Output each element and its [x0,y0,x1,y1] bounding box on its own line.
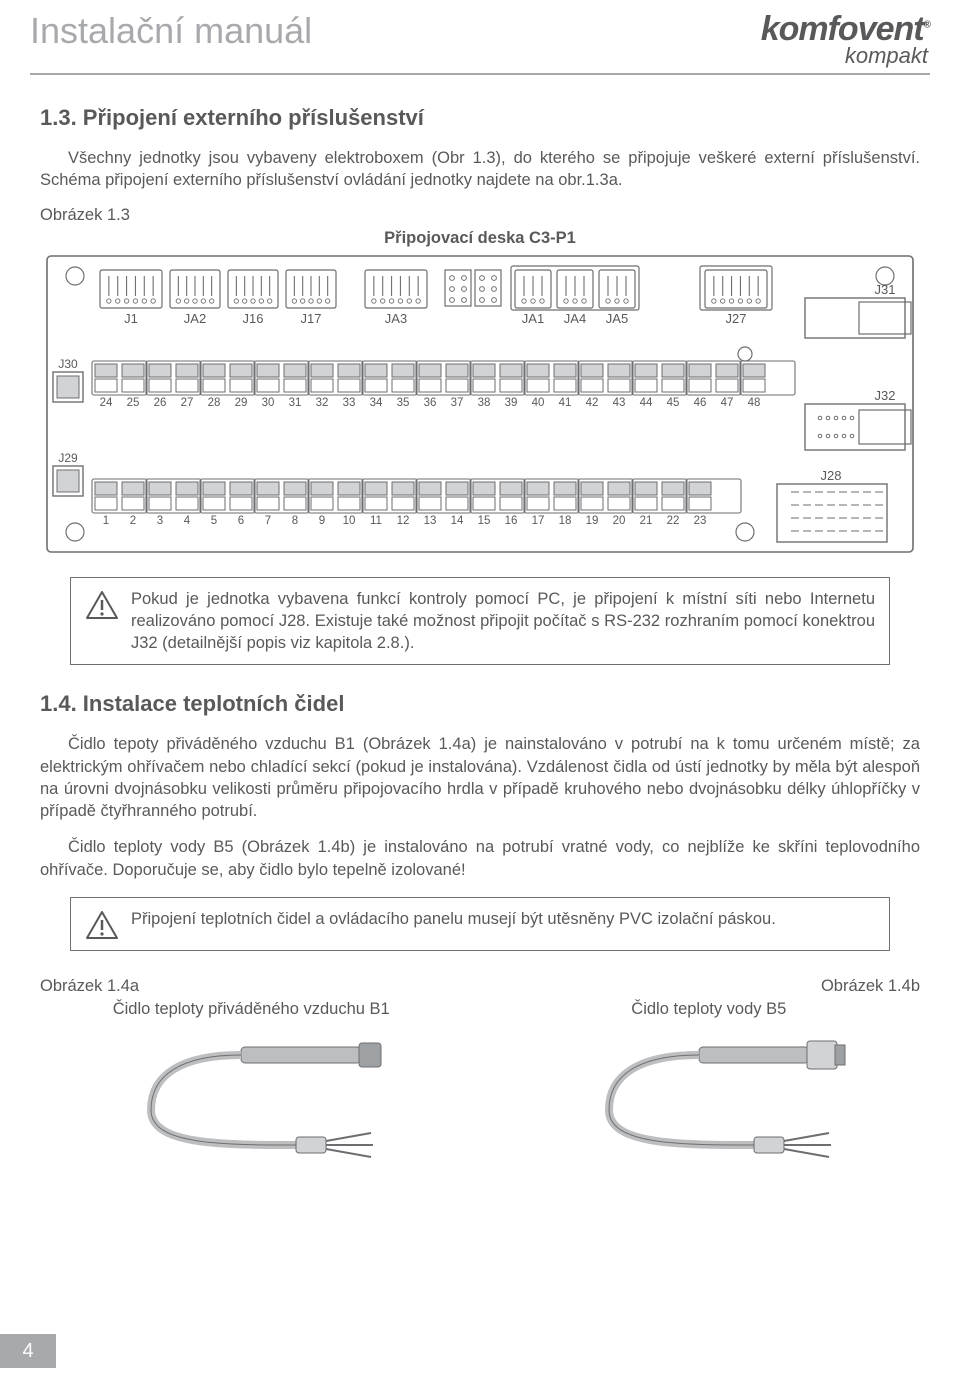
svg-text:4: 4 [184,515,191,527]
sensor-b1-icon [91,1025,411,1175]
fig-14a: Čidlo teploty přiváděného vzduchu B1 [40,1000,462,1175]
svg-text:37: 37 [451,397,464,409]
section-14-heading: 1.4. Instalace teplotních čidel [40,691,920,717]
svg-text:J27: J27 [726,311,747,326]
page-content: 1.3. Připojení externího příslušenství V… [0,75,960,1175]
doc-title: Instalační manuál [30,10,312,52]
svg-text:25: 25 [127,397,140,409]
svg-text:47: 47 [721,397,734,409]
fig-14b-label: Obrázek 1.4b [821,977,920,996]
svg-text:J32: J32 [875,388,896,403]
brand-logo: komfovent® kompakt [761,10,930,69]
svg-text:J1: J1 [124,311,138,326]
svg-text:38: 38 [478,397,491,409]
svg-text:10: 10 [343,515,356,527]
svg-text:46: 46 [694,397,707,409]
svg-text:1: 1 [103,515,109,527]
svg-text:28: 28 [208,397,221,409]
svg-text:23: 23 [694,515,707,527]
svg-text:12: 12 [397,515,410,527]
note-box-1: Pokud je jednotka vybavena funkcí kontro… [70,577,890,666]
svg-text:JA2: JA2 [184,311,206,326]
section-14-p2: Čidlo teploty vody B5 (Obrázek 1.4b) je … [40,836,920,881]
svg-text:40: 40 [532,397,545,409]
svg-text:21: 21 [640,515,653,527]
svg-text:8: 8 [292,515,298,527]
svg-text:31: 31 [289,397,302,409]
fig-14b-caption: Čidlo teploty vody B5 [498,1000,920,1019]
fig-13-title: Připojovací deska C3-P1 [40,229,920,248]
svg-text:J16: J16 [243,311,264,326]
svg-text:41: 41 [559,397,572,409]
svg-text:16: 16 [505,515,518,527]
svg-text:30: 30 [262,397,275,409]
fig-14-row: Čidlo teploty přiváděného vzduchu B1 Čid… [40,1000,920,1175]
svg-text:26: 26 [154,397,167,409]
svg-text:43: 43 [613,397,626,409]
svg-text:J31: J31 [875,282,896,297]
sensor-b5-icon [549,1025,869,1175]
fig-14a-label: Obrázek 1.4a [40,977,139,996]
svg-text:45: 45 [667,397,680,409]
fig-14-labels: Obrázek 1.4a Obrázek 1.4b [40,977,920,996]
fig-13-label: Obrázek 1.3 [40,206,920,225]
svg-text:5: 5 [211,515,217,527]
svg-text:44: 44 [640,397,653,409]
svg-text:27: 27 [181,397,194,409]
svg-text:17: 17 [532,515,545,527]
brand-main: komfovent [761,10,924,48]
svg-text:42: 42 [586,397,599,409]
svg-text:J30: J30 [58,357,78,371]
svg-text:11: 11 [370,515,382,527]
svg-text:6: 6 [238,515,244,527]
svg-text:JA5: JA5 [606,311,628,326]
svg-text:35: 35 [397,397,410,409]
svg-text:3: 3 [157,515,163,527]
note-box-2: Připojení teplotních čidel a ovládacího … [70,897,890,951]
svg-text:20: 20 [613,515,626,527]
warning-icon [85,590,119,620]
section-14-p1: Čidlo tepoty přiváděného vzduchu B1 (Obr… [40,733,920,822]
svg-text:JA1: JA1 [522,311,544,326]
svg-text:14: 14 [451,515,464,527]
svg-text:33: 33 [343,397,356,409]
note-2-text: Připojení teplotních čidel a ovládacího … [131,908,776,930]
svg-text:32: 32 [316,397,329,409]
page-header: Instalační manuál komfovent® kompakt [0,0,960,69]
fig-14a-caption: Čidlo teploty přiváděného vzduchu B1 [40,1000,462,1019]
svg-text:36: 36 [424,397,437,409]
board-diagram: J1 JA2 J16 J17 JA3 JA1 JA4 JA5 J27 J31 J32 J28 J30… [45,254,915,559]
svg-text:24: 24 [100,397,113,409]
svg-text:J29: J29 [58,451,78,465]
svg-text:29: 29 [235,397,248,409]
svg-text:34: 34 [370,397,383,409]
svg-text:JA3: JA3 [385,311,407,326]
svg-text:7: 7 [265,515,271,527]
page-number: 4 [0,1334,56,1368]
svg-text:15: 15 [478,515,491,527]
note-1-text: Pokud je jednotka vybavena funkcí kontro… [131,588,875,655]
svg-text:13: 13 [424,515,437,527]
svg-text:48: 48 [748,397,761,409]
svg-text:9: 9 [319,515,325,527]
svg-text:2: 2 [130,515,136,527]
svg-text:J17: J17 [301,311,322,326]
svg-text:J28: J28 [821,468,842,483]
warning-icon [85,910,119,940]
svg-text:39: 39 [505,397,518,409]
section-13-heading: 1.3. Připojení externího příslušenství [40,105,920,131]
svg-text:JA4: JA4 [564,311,586,326]
svg-text:18: 18 [559,515,572,527]
section-13-p1: Všechny jednotky jsou vybaveny elektrobo… [40,147,920,192]
fig-14b: Čidlo teploty vody B5 [498,1000,920,1175]
brand-reg: ® [924,20,930,31]
svg-text:19: 19 [586,515,599,527]
svg-text:22: 22 [667,515,680,527]
